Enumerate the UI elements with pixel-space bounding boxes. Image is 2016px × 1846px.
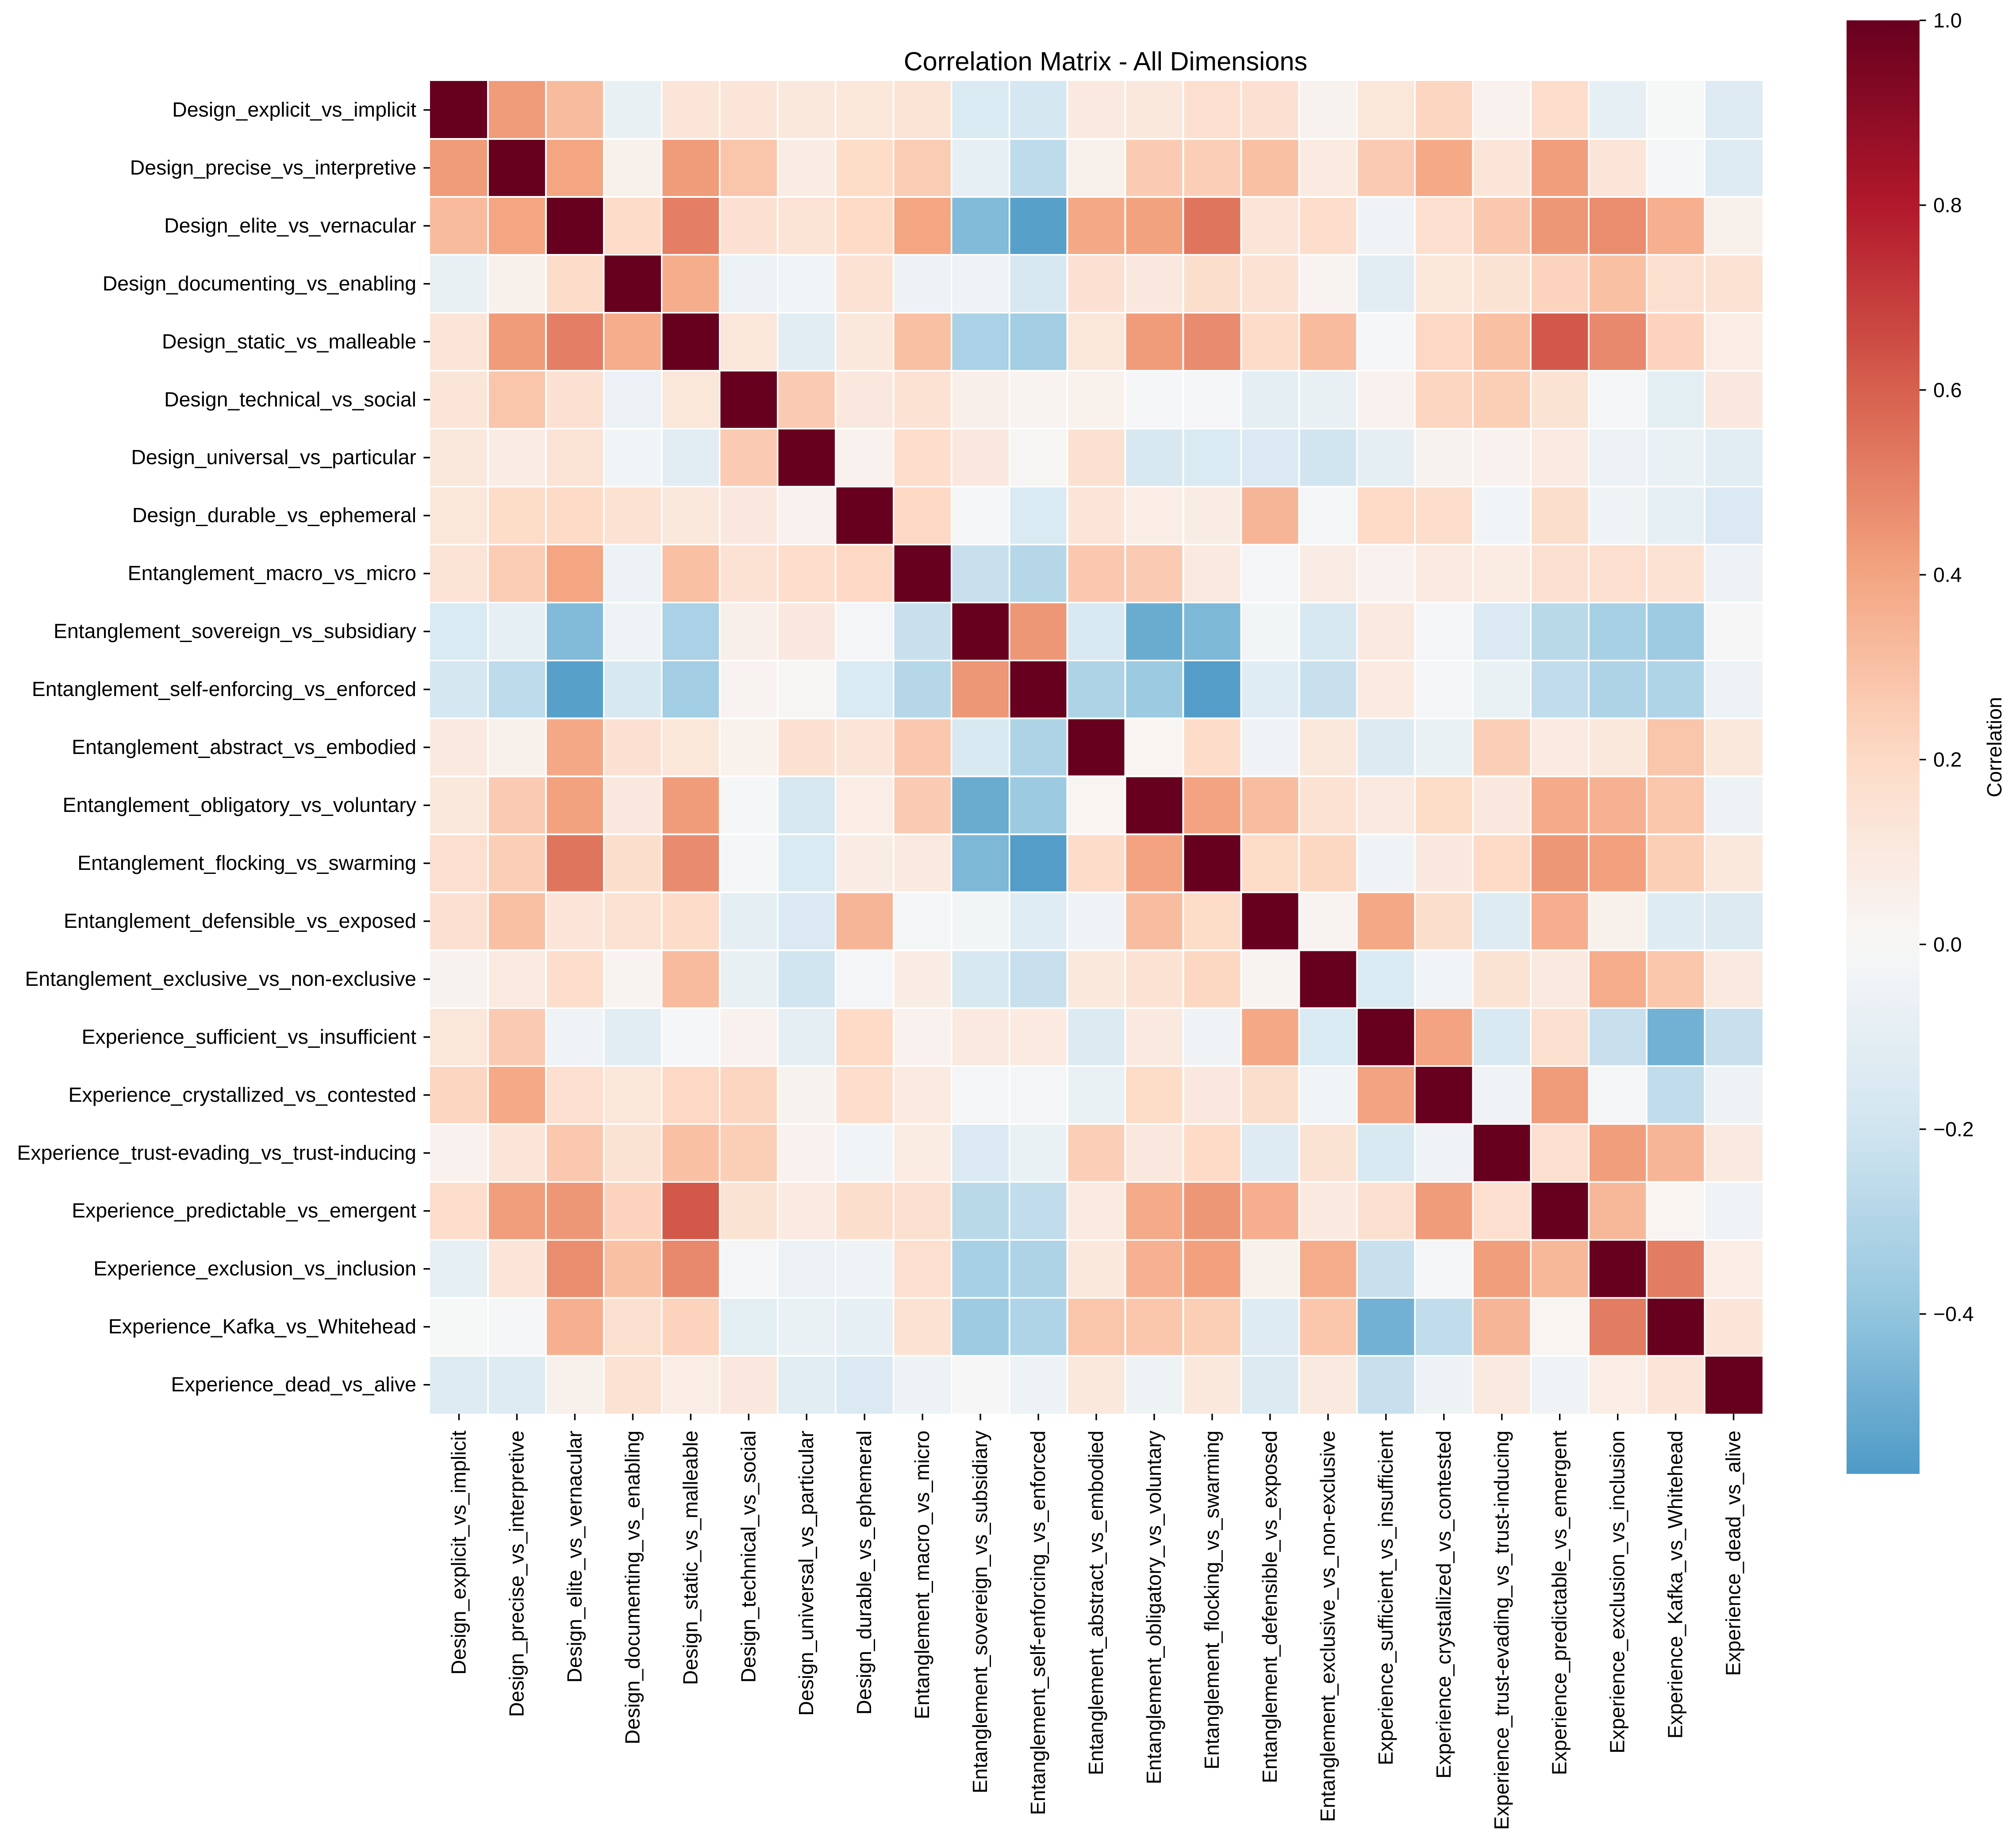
svg-text:Design_durable_vs_ephemeral: Design_durable_vs_ephemeral — [852, 1431, 876, 1715]
svg-text:Experience_predictable_vs_emer: Experience_predictable_vs_emergent — [1548, 1431, 1571, 1775]
svg-text:Design_universal_vs_particular: Design_universal_vs_particular — [131, 446, 416, 469]
svg-text:Entanglement_sovereign_vs_subs: Entanglement_sovereign_vs_subsidiary — [54, 619, 417, 642]
svg-text:Design_elite_vs_vernacular: Design_elite_vs_vernacular — [563, 1431, 586, 1683]
svg-text:Entanglement_obligatory_vs_vol: Entanglement_obligatory_vs_voluntary — [1142, 1430, 1165, 1784]
svg-text:Experience_trust-evading_vs_tr: Experience_trust-evading_vs_trust-induci… — [1490, 1431, 1513, 1830]
svg-text:Design_static_vs_malleable: Design_static_vs_malleable — [679, 1431, 702, 1685]
svg-text:Design_technical_vs_social: Design_technical_vs_social — [164, 388, 416, 411]
svg-text:Correlation: Correlation — [1983, 697, 2006, 797]
svg-text:Entanglement_self-enforcing_vs: Entanglement_self-enforcing_vs_enforced — [1026, 1431, 1049, 1815]
svg-text:−0.2: −0.2 — [1933, 1118, 1974, 1141]
svg-text:Entanglement_exclusive_vs_non-: Entanglement_exclusive_vs_non-exclusive — [1316, 1431, 1339, 1822]
svg-text:Design_documenting_vs_enabling: Design_documenting_vs_enabling — [103, 272, 416, 295]
svg-text:Experience_trust-evading_vs_tr: Experience_trust-evading_vs_trust-induci… — [17, 1141, 416, 1164]
svg-text:Experience_Kafka_vs_Whitehead: Experience_Kafka_vs_Whitehead — [1664, 1431, 1687, 1738]
svg-text:Entanglement_macro_vs_micro: Entanglement_macro_vs_micro — [128, 561, 416, 585]
svg-text:Entanglement_flocking_vs_swarm: Entanglement_flocking_vs_swarming — [1200, 1431, 1223, 1769]
svg-text:Design_durable_vs_ephemeral: Design_durable_vs_ephemeral — [132, 504, 416, 527]
svg-text:Design_elite_vs_vernacular: Design_elite_vs_vernacular — [164, 214, 416, 237]
svg-text:Design_technical_vs_social: Design_technical_vs_social — [737, 1431, 760, 1683]
svg-text:0.2: 0.2 — [1933, 748, 1962, 771]
svg-text:Design_precise_vs_interpretive: Design_precise_vs_interpretive — [505, 1431, 528, 1717]
svg-text:0.8: 0.8 — [1933, 194, 1962, 217]
svg-text:Correlation Matrix - All Dimen: Correlation Matrix - All Dimensions — [904, 46, 1308, 76]
svg-text:Experience_sufficient_vs_insuf: Experience_sufficient_vs_insufficient — [82, 1025, 417, 1048]
svg-text:Entanglement_flocking_vs_swarm: Entanglement_flocking_vs_swarming — [77, 851, 416, 874]
svg-text:Entanglement_sovereign_vs_subs: Entanglement_sovereign_vs_subsidiary — [968, 1430, 991, 1793]
svg-text:Experience_dead_vs_alive: Experience_dead_vs_alive — [1722, 1431, 1745, 1676]
svg-text:Design_static_vs_malleable: Design_static_vs_malleable — [162, 330, 416, 353]
svg-text:1.0: 1.0 — [1933, 9, 1962, 32]
svg-text:Experience_sufficient_vs_insuf: Experience_sufficient_vs_insufficient — [1374, 1431, 1397, 1765]
svg-text:Experience_Kafka_vs_Whitehead: Experience_Kafka_vs_Whitehead — [108, 1315, 416, 1338]
svg-text:Experience_predictable_vs_emer: Experience_predictable_vs_emergent — [72, 1199, 416, 1222]
svg-text:Entanglement_macro_vs_micro: Entanglement_macro_vs_micro — [910, 1431, 933, 1719]
svg-text:Entanglement_abstract_vs_embod: Entanglement_abstract_vs_embodied — [72, 735, 416, 758]
svg-text:0.4: 0.4 — [1933, 563, 1962, 586]
svg-text:−0.4: −0.4 — [1933, 1303, 1974, 1326]
svg-text:Entanglement_abstract_vs_embod: Entanglement_abstract_vs_embodied — [1084, 1431, 1107, 1775]
svg-text:Entanglement_self-enforcing_vs: Entanglement_self-enforcing_vs_enforced — [32, 677, 416, 700]
svg-text:Experience_exclusion_vs_inclus: Experience_exclusion_vs_inclusion — [1606, 1431, 1629, 1754]
svg-text:Experience_crystallized_vs_con: Experience_crystallized_vs_contested — [1432, 1431, 1455, 1779]
svg-text:Entanglement_obligatory_vs_vol: Entanglement_obligatory_vs_voluntary — [63, 793, 417, 816]
svg-text:Design_precise_vs_interpretive: Design_precise_vs_interpretive — [130, 156, 416, 179]
svg-text:Experience_dead_vs_alive: Experience_dead_vs_alive — [171, 1373, 417, 1396]
svg-text:Entanglement_exclusive_vs_non-: Entanglement_exclusive_vs_non-exclusive — [25, 967, 416, 990]
svg-text:Design_universal_vs_particular: Design_universal_vs_particular — [795, 1431, 818, 1716]
svg-text:Entanglement_defensible_vs_exp: Entanglement_defensible_vs_exposed — [64, 909, 416, 932]
svg-text:Design_documenting_vs_enabling: Design_documenting_vs_enabling — [621, 1431, 644, 1744]
svg-text:0.6: 0.6 — [1933, 378, 1962, 401]
svg-text:Experience_crystallized_vs_con: Experience_crystallized_vs_contested — [69, 1083, 417, 1106]
svg-text:Entanglement_defensible_vs_exp: Entanglement_defensible_vs_exposed — [1258, 1431, 1281, 1783]
svg-text:Experience_exclusion_vs_inclus: Experience_exclusion_vs_inclusion — [93, 1257, 416, 1280]
svg-text:Design_explicit_vs_implicit: Design_explicit_vs_implicit — [172, 98, 416, 121]
svg-text:0.0: 0.0 — [1933, 933, 1962, 956]
svg-text:Design_explicit_vs_implicit: Design_explicit_vs_implicit — [447, 1431, 470, 1675]
